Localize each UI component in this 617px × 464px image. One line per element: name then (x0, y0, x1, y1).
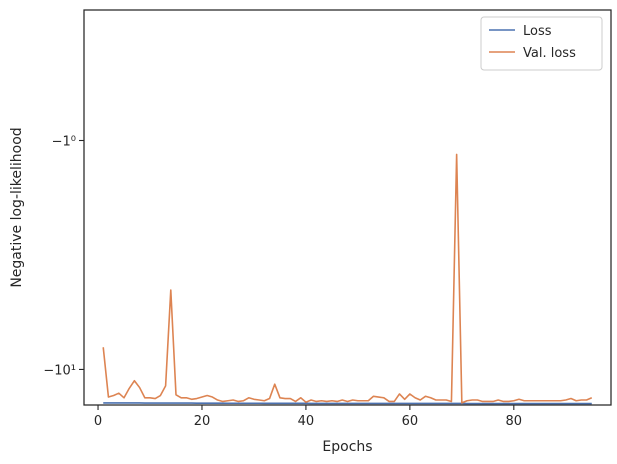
y-axis-title: Negative log-likelihood (9, 127, 25, 287)
axes-frame (83, 9, 612, 406)
x-axis: 0 20 40 60 80 (94, 405, 522, 429)
x-tick-label: 20 (194, 414, 211, 429)
x-tick-label: 60 (402, 414, 419, 429)
series-line-val-loss (102, 153, 593, 404)
y-axis: −1⁰ −10¹ (43, 134, 84, 378)
x-tick-label: 40 (298, 414, 315, 429)
x-tick-label: 0 (94, 414, 102, 429)
x-tick-label: 80 (506, 414, 523, 429)
series-line-loss (103, 402, 592, 405)
x-axis-title: Epochs (322, 439, 372, 455)
series-layer (102, 153, 593, 405)
legend: Loss Val. loss (480, 16, 603, 71)
legend-label-val-loss: Val. loss (523, 46, 576, 61)
y-tick-label: −10¹ (43, 363, 76, 378)
y-tick-label: −1⁰ (52, 134, 76, 149)
legend-label-loss: Loss (523, 24, 552, 39)
